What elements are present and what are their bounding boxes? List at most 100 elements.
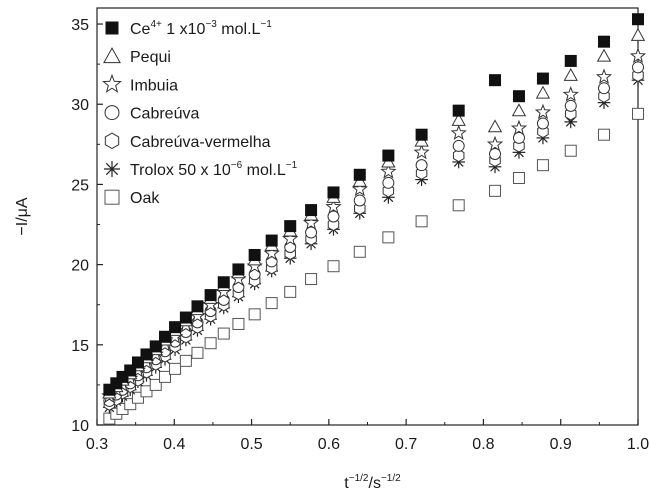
data-point-ce	[489, 74, 502, 87]
data-point-cabreuva	[327, 210, 340, 223]
data-point-ce	[191, 300, 204, 313]
data-point-oak	[169, 362, 182, 375]
data-point-imbuia	[380, 163, 397, 179]
legend-marker-cabreuva_vermelha	[104, 132, 120, 150]
legend-entry-imbuia: Imbuia	[102, 73, 178, 94]
data-point-imbuia	[302, 214, 320, 230]
data-point-oak	[265, 297, 278, 310]
legend-label-pequi: Pequi	[130, 49, 171, 66]
data-point-ce	[512, 90, 525, 103]
data-point-oak	[284, 285, 297, 298]
data-point-cabreuva	[564, 99, 577, 112]
legend-label-imbuia: Imbuia	[130, 77, 178, 94]
legend-marker-ce	[105, 21, 119, 35]
data-point-imbuia	[595, 68, 613, 84]
y-tick-label: 20	[71, 258, 89, 275]
data-point-oak	[327, 260, 340, 273]
data-point-ce	[110, 377, 123, 390]
data-point-ce	[353, 168, 366, 181]
legend-label-cabreuva_vermelha: Cabreúva-vermelha	[130, 134, 271, 151]
data-point-ce	[131, 356, 144, 369]
data-point-cabreuva	[536, 117, 549, 130]
data-point-oak	[149, 378, 162, 391]
y-tick-label: 15	[71, 338, 89, 355]
data-point-oak	[248, 308, 261, 321]
data-point-ce	[179, 311, 192, 324]
data-point-imbuia	[282, 230, 299, 246]
legend-entry-cabreuva_vermelha: Cabreúva-vermelha	[104, 132, 271, 151]
x-tick-label: 0.8	[472, 436, 494, 453]
data-point-cabreuva	[489, 147, 502, 160]
data-point-oak	[191, 346, 204, 359]
data-point-imbuia	[534, 103, 552, 120]
data-point-cabreuva	[512, 131, 525, 144]
data-point-ce	[382, 149, 395, 162]
data-point-cabreuva_vermelha	[452, 148, 465, 163]
x-axis-label: t−1/2/s−1/2	[344, 473, 401, 492]
data-point-pequi	[535, 85, 551, 99]
data-point-cabreuva	[632, 61, 644, 74]
x-tick-label: 0.4	[163, 436, 185, 453]
data-point-imbuia	[450, 124, 467, 141]
series-imbuia	[101, 47, 647, 404]
data-point-imbuia	[510, 119, 528, 136]
data-point-imbuia	[486, 135, 504, 152]
x-tick-label: 0.6	[318, 436, 340, 453]
data-point-ce	[452, 104, 465, 117]
data-point-ce	[327, 186, 340, 199]
data-point-ce	[265, 234, 278, 247]
data-point-ce	[536, 72, 549, 85]
data-point-ce	[284, 220, 297, 233]
legend-marker-trolox	[103, 160, 121, 178]
y-tick-label: 25	[71, 177, 89, 194]
data-point-cabreuva	[382, 176, 395, 189]
data-point-imbuia	[629, 47, 647, 64]
data-point-oak	[305, 273, 318, 286]
data-point-ce	[248, 248, 261, 261]
data-point-ce	[116, 370, 129, 383]
data-point-imbuia	[413, 143, 430, 160]
data-point-oak	[204, 337, 217, 350]
data-point-oak	[232, 317, 245, 330]
x-tick-label: 0.9	[550, 436, 572, 453]
data-point-ce	[232, 263, 245, 276]
series-oak	[103, 107, 644, 425]
legend-label-cabreuva: Cabreúva	[130, 106, 199, 123]
data-point-pequi	[487, 119, 503, 133]
x-tick-label: 0.5	[240, 436, 262, 453]
data-point-imbuia	[325, 198, 342, 214]
data-point-ce	[632, 13, 644, 26]
legend-marker-oak	[104, 189, 120, 205]
data-point-pequi	[451, 112, 466, 126]
legend-marker-pequi	[103, 47, 121, 64]
data-point-oak	[536, 159, 549, 172]
data-point-oak	[217, 327, 230, 340]
series-pequi	[102, 27, 646, 399]
data-point-ce	[149, 340, 162, 353]
data-point-oak	[140, 385, 153, 398]
data-point-ce	[103, 383, 116, 396]
data-point-oak	[159, 370, 172, 383]
plot-area-frame	[96, 7, 639, 426]
data-point-cabreuva	[305, 226, 318, 239]
legend-label-oak: Oak	[130, 190, 160, 207]
data-point-imbuia	[562, 86, 579, 102]
data-point-ce	[159, 330, 172, 343]
x-tick-label: 0.7	[395, 436, 417, 453]
data-point-oak	[382, 231, 395, 244]
data-point-pequi	[511, 103, 527, 117]
data-point-oak	[353, 245, 366, 258]
series-ce	[103, 13, 644, 396]
data-point-oak	[179, 354, 192, 367]
legend-marker-imbuia	[102, 73, 122, 93]
data-point-ce	[597, 35, 610, 48]
data-point-ce	[124, 364, 137, 377]
x-tick-label: 1.0	[627, 436, 649, 453]
data-point-cabreuva	[353, 194, 366, 207]
x-tick-label: 0.3	[86, 436, 108, 453]
data-point-oak	[489, 184, 502, 197]
data-point-oak	[452, 199, 465, 212]
legend-marker-cabreuva	[104, 105, 120, 121]
data-point-ce	[564, 54, 577, 67]
